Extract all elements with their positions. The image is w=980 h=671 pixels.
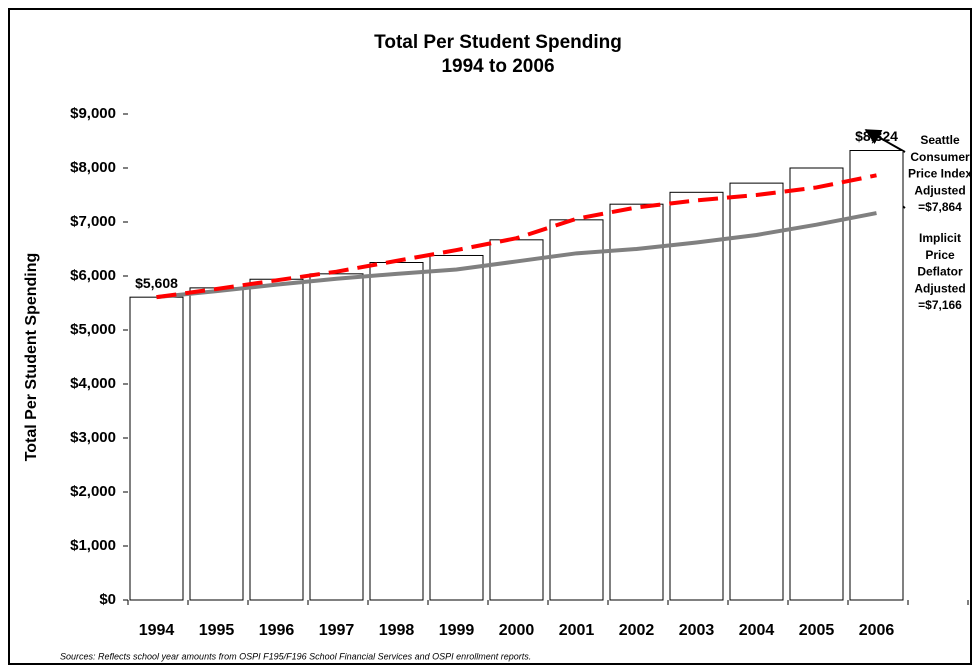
x-tick-label: 2006 — [859, 622, 895, 639]
annotation: Adjusted — [914, 183, 965, 197]
annotation: =$7,166 — [918, 298, 962, 312]
bar — [429, 254, 484, 601]
line — [156, 173, 877, 300]
x-tick-label: 2000 — [499, 622, 535, 639]
annotation: Adjusted — [914, 281, 965, 295]
x-tick-label: 1996 — [259, 622, 295, 639]
arrow — [864, 129, 906, 153]
bar — [669, 191, 724, 601]
annotation: Implicit — [919, 231, 961, 245]
y-tick-label: $3,000 — [70, 429, 116, 446]
annotation: Price Index — [908, 167, 972, 181]
y-tick-label: $1,000 — [70, 537, 116, 554]
annotation: Consumer — [910, 150, 970, 164]
bar — [549, 219, 604, 601]
source-note: Sources: Reflects school year amounts fr… — [60, 651, 531, 661]
value-label: $8,324 — [855, 128, 898, 144]
x-tick-label: 2002 — [619, 622, 655, 639]
chart-subtitle: 1994 to 2006 — [441, 56, 554, 77]
bar — [129, 296, 184, 601]
value-label: $5,608 — [135, 275, 178, 291]
line — [156, 211, 877, 300]
y-axis-label: Total Per Student Spending — [23, 253, 40, 462]
x-tick-label: 1995 — [199, 622, 235, 639]
bar — [189, 287, 244, 601]
bar — [249, 278, 304, 601]
x-tick-label: 1999 — [439, 622, 475, 639]
x-tick-label: 2001 — [559, 622, 595, 639]
y-tick-label: $5,000 — [70, 321, 116, 338]
x-tick-label: 2004 — [739, 622, 775, 639]
x-tick-label: 2005 — [799, 622, 835, 639]
bar — [309, 273, 364, 601]
annotation: Deflator — [917, 265, 963, 279]
bar — [369, 262, 424, 601]
bar — [849, 150, 904, 601]
chart-title: Total Per Student Spending — [374, 32, 622, 53]
x-tick-label: 2003 — [679, 622, 715, 639]
y-tick-label: $7,000 — [70, 213, 116, 230]
bar — [609, 203, 664, 601]
annotation: Seattle — [920, 133, 960, 147]
annotation: Price — [925, 248, 955, 262]
annotation: =$7,864 — [918, 200, 962, 214]
y-tick-label: $6,000 — [70, 267, 116, 284]
bar — [729, 182, 784, 601]
x-tick-label: 1994 — [139, 622, 175, 639]
y-tick-label: $2,000 — [70, 483, 116, 500]
x-tick-label: 1997 — [319, 622, 355, 639]
bar — [789, 167, 844, 601]
y-tick-label: $0 — [99, 591, 116, 608]
x-tick-label: 1998 — [379, 622, 415, 639]
y-tick-label: $9,000 — [70, 105, 116, 122]
y-tick-label: $4,000 — [70, 375, 116, 392]
y-tick-label: $8,000 — [70, 159, 116, 176]
bar — [489, 239, 544, 601]
